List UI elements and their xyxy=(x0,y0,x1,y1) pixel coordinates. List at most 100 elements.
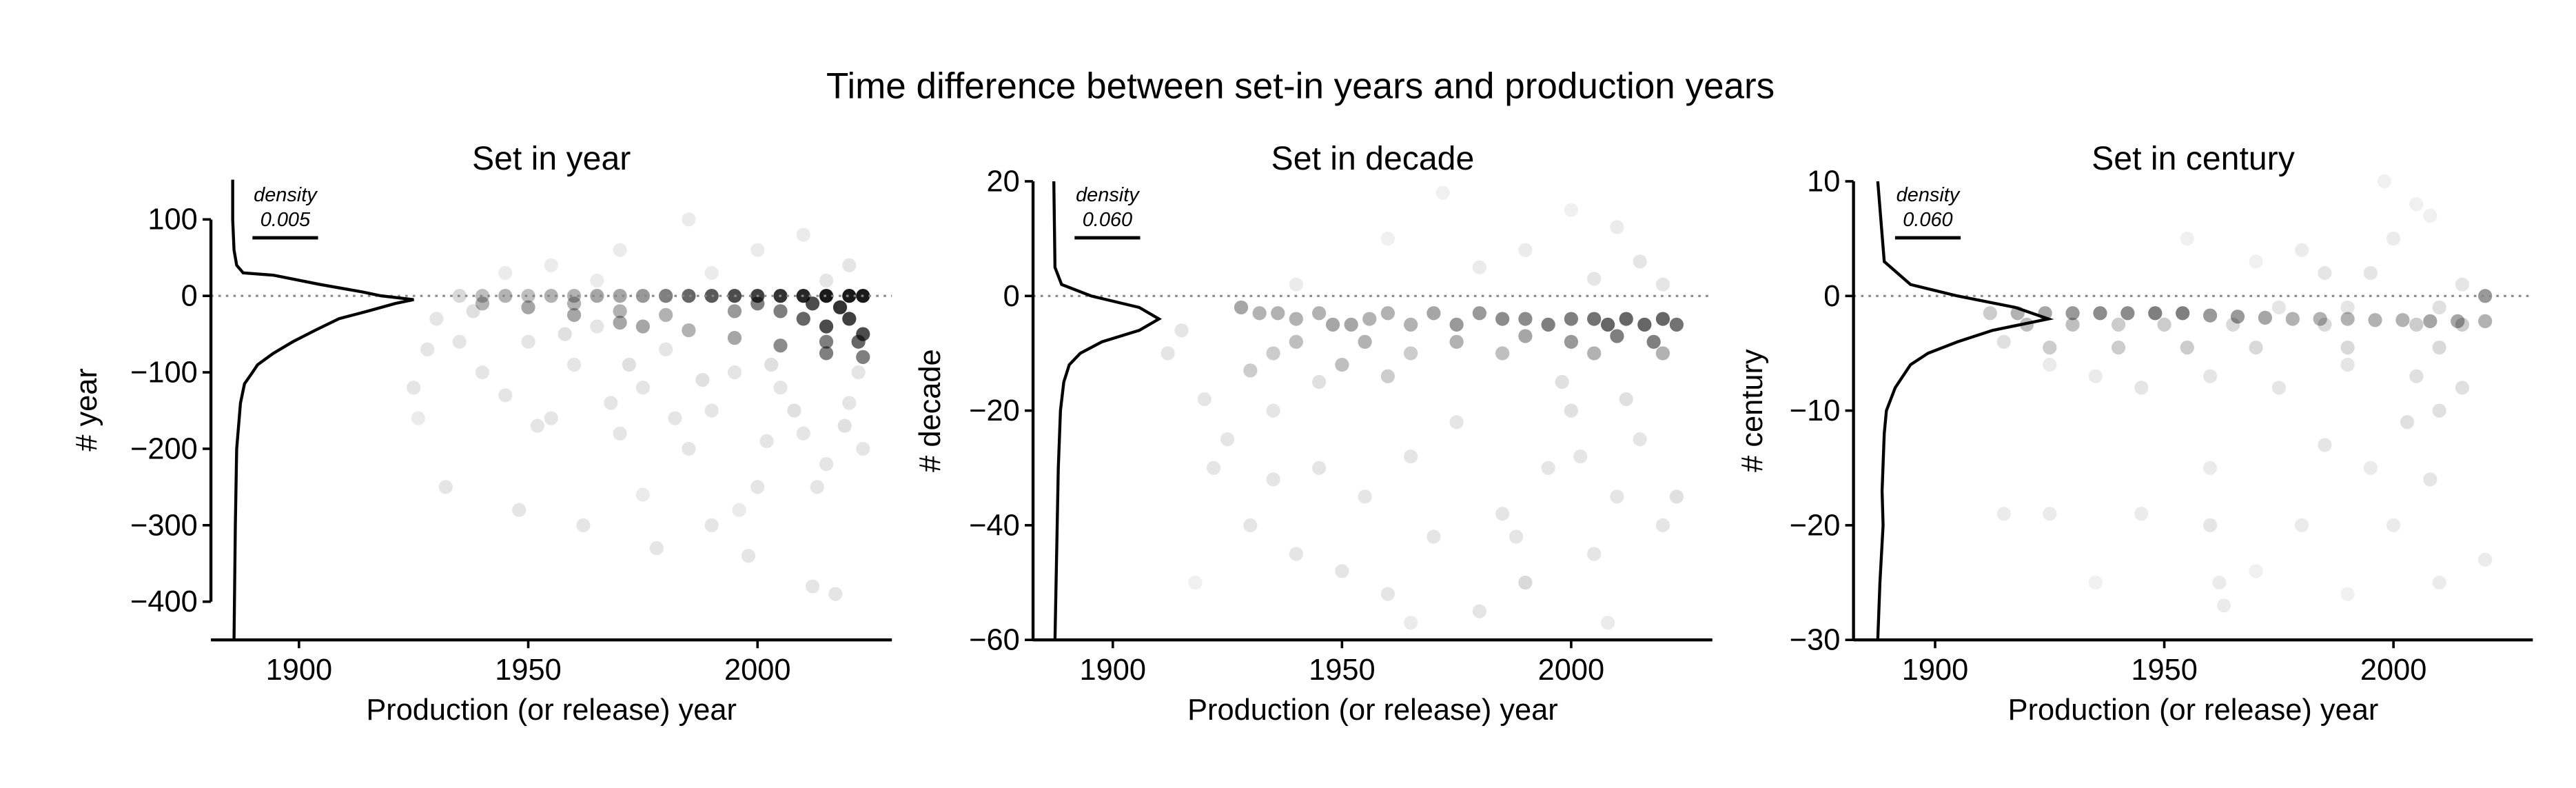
subplot-1: Set in year density 0.005 100 0 −100 −200 −300 −… xyxy=(70,140,892,727)
scatter-point xyxy=(1495,346,1510,361)
scatter-point xyxy=(842,258,857,272)
scatter-point xyxy=(1472,260,1487,274)
subplot-2: Set in decade density 0.060 20 0 −20 −40 −60 190… xyxy=(914,140,1713,727)
scatter-point xyxy=(1600,616,1615,630)
y-tick-label: −200 xyxy=(130,432,198,465)
scatter-point xyxy=(1380,369,1395,383)
density-scale-value: 0.060 xyxy=(1083,209,1132,231)
scatter-point xyxy=(521,289,535,303)
scatter-point xyxy=(2400,415,2415,430)
scatter-point xyxy=(1197,392,1212,407)
scatter-point xyxy=(773,339,788,353)
scatter-point xyxy=(1600,317,1615,332)
scatter-point xyxy=(2313,312,2327,326)
scatter-point xyxy=(1311,461,1327,475)
scatter-point xyxy=(704,403,719,418)
scatter-points xyxy=(1983,174,2493,613)
scatter-point xyxy=(704,265,719,281)
scatter-point xyxy=(1655,277,1670,292)
scatter-point xyxy=(832,300,848,314)
scatter-point xyxy=(438,480,453,494)
scatter-point xyxy=(659,289,673,303)
scatter-point xyxy=(1362,312,1377,326)
scatter-point xyxy=(2451,314,2465,329)
scatter-point xyxy=(1403,616,1418,630)
scatter-point xyxy=(576,518,591,532)
scatter-point xyxy=(2202,308,2218,323)
scatter-point xyxy=(1243,518,1258,533)
scatter-point xyxy=(635,319,651,334)
scatter-point xyxy=(2432,300,2446,315)
scatter-point xyxy=(1220,432,1235,447)
scatter-point xyxy=(1427,529,1441,544)
scatter-point xyxy=(1509,529,1524,544)
scatter-point xyxy=(1335,564,1349,578)
scatter-point xyxy=(1610,220,1624,234)
scatter-point xyxy=(1289,277,1303,292)
scatter-point xyxy=(682,323,696,338)
scatter-point xyxy=(1206,461,1221,475)
scatter-point xyxy=(2340,587,2355,601)
scatter-point xyxy=(1449,317,1464,332)
scatter-point xyxy=(2065,306,2080,321)
scatter-point xyxy=(1174,323,1189,338)
scatter-point xyxy=(2285,312,2300,326)
scatter-point xyxy=(796,228,810,242)
scatter-points xyxy=(407,212,870,601)
scatter-point xyxy=(828,587,843,601)
scatter-point xyxy=(2423,314,2437,329)
scatter-point xyxy=(1564,312,1579,326)
scatter-point xyxy=(1587,547,1602,561)
figure-title: Time difference between set-in years and… xyxy=(826,66,1775,107)
scatter-point xyxy=(1358,334,1372,349)
scatter-point xyxy=(2226,317,2240,332)
scatter-point xyxy=(2386,518,2401,533)
scatter-point xyxy=(2455,317,2470,332)
scatter-point xyxy=(2111,341,2126,355)
scatter-point xyxy=(2455,381,2470,395)
scatter-point xyxy=(2294,243,2309,257)
scatter-point xyxy=(2088,575,2103,590)
scatter-point xyxy=(2340,312,2355,326)
scatter-point xyxy=(1619,392,1633,407)
scatter-point xyxy=(1637,317,1652,332)
x-tick-label: 1900 xyxy=(266,654,333,687)
scatter-point xyxy=(741,549,756,563)
scatter-point xyxy=(1983,306,1997,321)
scatter-point xyxy=(1541,461,1555,475)
scatter-point xyxy=(2271,381,2286,395)
scatter-point xyxy=(819,334,834,349)
subplot-title: Set in century xyxy=(2092,140,2295,177)
scatter-point xyxy=(2202,369,2218,383)
scatter-point xyxy=(704,518,719,532)
scatter-point xyxy=(819,457,834,472)
scatter-point xyxy=(2432,403,2446,418)
y-tick-label: −20 xyxy=(1790,509,1841,542)
scatter-point xyxy=(2258,310,2273,325)
y-tick-label: 20 xyxy=(987,165,1020,198)
scatter-point xyxy=(819,289,834,303)
density-scale-label: density xyxy=(1897,184,1961,206)
scatter-point xyxy=(2271,300,2286,315)
scatter-point xyxy=(2340,300,2355,315)
y-tick-label: 0 xyxy=(181,280,198,313)
density-scale-value: 0.060 xyxy=(1903,209,1952,231)
scatter-point xyxy=(787,403,801,418)
scatter-point xyxy=(1311,306,1327,321)
scatter-point xyxy=(2148,306,2163,321)
scatter-point xyxy=(2386,232,2401,246)
scatter-point xyxy=(851,365,866,380)
scatter-point xyxy=(411,411,425,425)
scatter-point xyxy=(1449,415,1464,430)
scatter-point xyxy=(2318,265,2332,281)
density-curve xyxy=(1052,181,1163,640)
scatter-point xyxy=(1472,604,1487,618)
scatter-point xyxy=(1161,346,1175,361)
scatter-point xyxy=(1289,547,1303,561)
scatter-point xyxy=(530,418,544,433)
scatter-point xyxy=(773,381,788,395)
y-tick-label: −10 xyxy=(1790,394,1841,427)
density-scale-label: density xyxy=(254,184,318,206)
scatter-point xyxy=(2340,341,2355,355)
scatter-point xyxy=(635,487,651,502)
